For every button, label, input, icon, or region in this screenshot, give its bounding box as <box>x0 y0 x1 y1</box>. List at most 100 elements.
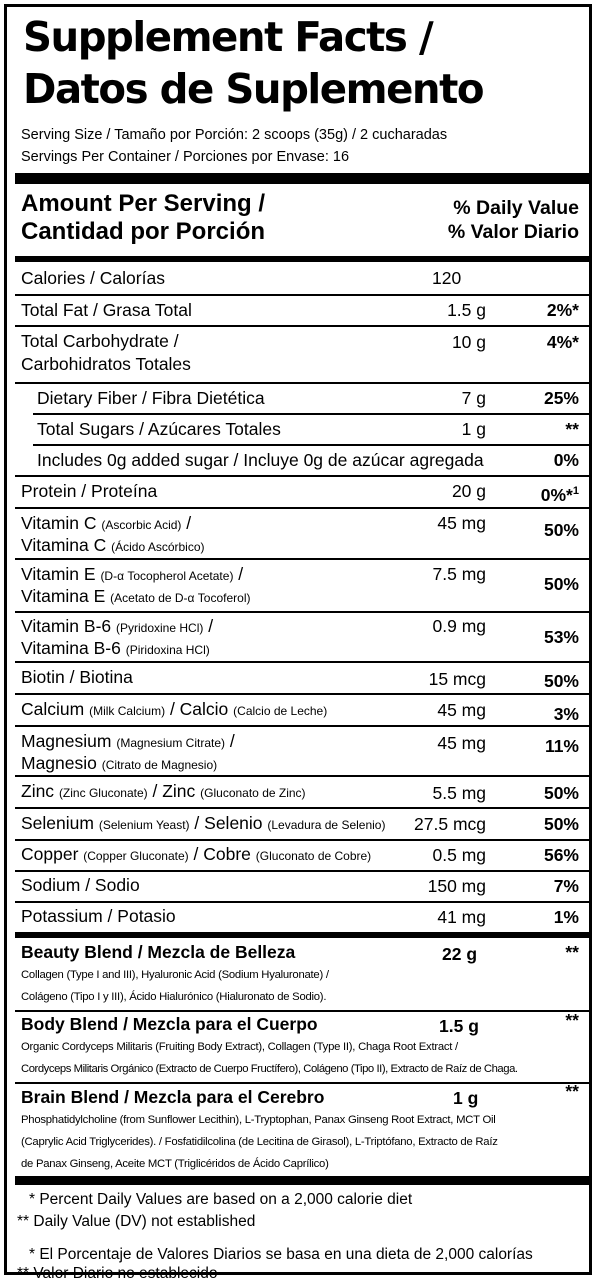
zinc-source: (Zinc Gluconate) <box>58 786 148 800</box>
added-sugar-label: Includes 0g added sugar / Incluye 0g de … <box>37 450 484 470</box>
amount-header-spanish: Cantidad por Porción <box>21 218 266 245</box>
footnote-dv-not-established-spanish: ** Valor Diario no establecido <box>17 1265 218 1282</box>
beauty-blend-title: Beauty Blend / Mezcla de Belleza <box>21 942 296 962</box>
biotin-label: Biotin / Biotina <box>21 667 133 687</box>
potassium-dv: 1% <box>553 907 579 927</box>
vitamin-c-source: (Ascorbic Acid) <box>101 518 182 532</box>
total-fat-label: Total Fat / Grasa Total <box>21 300 192 320</box>
calcium-label: Calcium (Milk Calcium) / Calcio (Calcio … <box>21 699 327 721</box>
serving-size: Serving Size / Tamaño por Porción: 2 sco… <box>21 127 448 143</box>
servings-per-container: Servings Per Container / Porciones por E… <box>21 149 350 165</box>
row-divider <box>15 611 591 613</box>
row-divider <box>15 839 591 841</box>
biotin-amount: 15 mcg <box>428 669 486 689</box>
potassium-label: Potassium / Potasio <box>21 906 176 926</box>
magnesium-name: Magnesium <box>21 731 117 751</box>
calories-amount: 120 <box>432 268 462 288</box>
total-sugars-dv: ** <box>565 419 579 439</box>
slash: / <box>225 731 235 751</box>
slash: / <box>181 513 192 533</box>
body-blend-ingredients-spanish: Cordyceps Militaris Orgánico (Extracto d… <box>21 1063 518 1075</box>
protein-label: Protein / Proteína <box>21 481 158 501</box>
vitamina-e-name: Vitamina E <box>21 586 111 606</box>
magnesium-dv: 11% <box>544 736 579 756</box>
row-divider <box>15 870 591 872</box>
calcium-name: Calcium <box>21 699 90 719</box>
vitamin-b6-label: Vitamin B-6 (Pyridoxine HCl) / Vitamina … <box>21 616 213 660</box>
biotin-dv: 50% <box>543 671 579 691</box>
copper-label: Copper (Copper Gluconate) / Cobre (Gluco… <box>21 844 371 866</box>
row-divider <box>15 807 591 809</box>
row-divider <box>15 775 591 777</box>
vitamin-e-source: (D-α Tocopherol Acetate) <box>100 569 234 583</box>
sodium-amount: 150 mg <box>427 876 486 896</box>
row-divider <box>15 382 591 384</box>
row-divider <box>15 294 591 296</box>
protein-dv-value: 0%* <box>540 484 573 505</box>
selenium-label: Selenium (Selenium Yeast) / Selenio (Lev… <box>21 813 385 835</box>
brain-blend-ingredients-line3: de Panax Ginseng, Aceite MCT (Triglicéri… <box>21 1158 329 1170</box>
footnote-dv-english: * Percent Daily Values are based on a 2,… <box>29 1191 413 1208</box>
zinc-dv: 50% <box>543 783 579 803</box>
body-blend-dv: ** <box>565 1010 579 1030</box>
vitamin-b6-name: Vitamin B-6 <box>21 616 116 636</box>
total-sugars-label: Total Sugars / Azúcares Totales <box>37 419 281 439</box>
body-blend-title: Body Blend / Mezcla para el Cuerpo <box>21 1014 318 1034</box>
row-divider <box>15 661 591 663</box>
footnote-divider <box>15 1176 591 1185</box>
added-sugar-dv: 0% <box>553 450 579 470</box>
sodium-label: Sodium / Sodio <box>21 875 140 895</box>
total-fat-dv: 2%* <box>546 300 579 320</box>
panel-title-spanish: Datos de Suplemento <box>23 65 485 113</box>
zinc-spanish-source: (Gluconato de Zinc) <box>200 786 306 800</box>
beauty-blend-ingredients-english: Collagen (Type I and III), Hyaluronic Ac… <box>21 969 329 981</box>
dietary-fiber-dv: 25% <box>543 388 579 408</box>
vitamin-e-amount: 7.5 mg <box>432 564 487 584</box>
zinc-spanish-name: / Zinc <box>147 781 201 801</box>
magnesium-source: (Magnesium Citrate) <box>116 736 226 750</box>
selenium-dv: 50% <box>543 814 579 834</box>
vitamin-e-name: Vitamin E <box>21 564 101 584</box>
vitamina-c-source: (Ácido Ascórbico) <box>111 540 205 554</box>
body-blend-amount: 1.5 g <box>439 1016 479 1036</box>
row-divider <box>15 507 591 509</box>
calcio-name: / Calcio <box>165 699 234 719</box>
header-divider <box>15 256 591 262</box>
vitamin-b6-amount: 0.9 mg <box>432 616 487 636</box>
selenium-amount: 27.5 mcg <box>414 814 486 834</box>
zinc-amount: 5.5 mg <box>432 783 487 803</box>
magnesium-label: Magnesium (Magnesium Citrate) / Magnesio… <box>21 731 235 775</box>
row-divider <box>15 901 591 903</box>
body-blend-ingredients-english: Organic Cordyceps Militaris (Fruiting Bo… <box>21 1041 458 1053</box>
amount-per-serving-header: Amount Per Serving / Cantidad por Porció… <box>21 190 265 246</box>
daily-value-header: % Daily Value % Valor Diario <box>448 196 579 244</box>
potassium-amount: 41 mg <box>437 907 486 927</box>
brain-blend-ingredients-line2: (Caprylic Acid Triglycerides). / Fosfati… <box>21 1136 498 1148</box>
row-divider <box>15 475 591 477</box>
vitamin-c-dv: 50% <box>543 520 579 540</box>
vitamin-e-label: Vitamin E (D-α Tocopherol Acetate) / Vit… <box>21 564 251 608</box>
protein-dv: 0%*1 <box>541 481 579 505</box>
vitamina-b6-name: Vitamina B-6 <box>21 638 126 658</box>
dv-header-spanish: % Valor Diario <box>447 221 579 243</box>
brain-blend-dv: ** <box>565 1081 579 1101</box>
row-divider <box>15 1082 591 1084</box>
vitamin-e-dv: 50% <box>543 574 579 594</box>
calcium-dv: 3% <box>553 704 579 724</box>
blend-divider <box>15 932 591 938</box>
vitamin-c-amount: 45 mg <box>437 513 486 533</box>
copper-dv: 56% <box>543 845 579 865</box>
magnesium-amount: 45 mg <box>437 733 486 753</box>
copper-source: (Copper Gluconate) <box>83 849 189 863</box>
brain-blend-ingredients-line1: Phosphatidylcholine (from Sunflower Leci… <box>21 1114 496 1126</box>
total-carb-label-spanish: Carbohidratos Totales <box>21 354 191 374</box>
zinc-label: Zinc (Zinc Gluconate) / Zinc (Gluconato … <box>21 781 306 803</box>
copper-name: Copper <box>21 844 84 864</box>
protein-amount: 20 g <box>451 481 486 501</box>
amount-header-english: Amount Per Serving / <box>21 190 266 217</box>
footnote-dv-not-established-english: ** Daily Value (DV) not established <box>17 1213 256 1230</box>
calories-label: Calories / Calorías <box>21 268 165 288</box>
selenium-name: Selenium <box>21 813 99 833</box>
total-carb-amount: 10 g <box>451 332 486 352</box>
beauty-blend-amount: 22 g <box>442 944 478 964</box>
